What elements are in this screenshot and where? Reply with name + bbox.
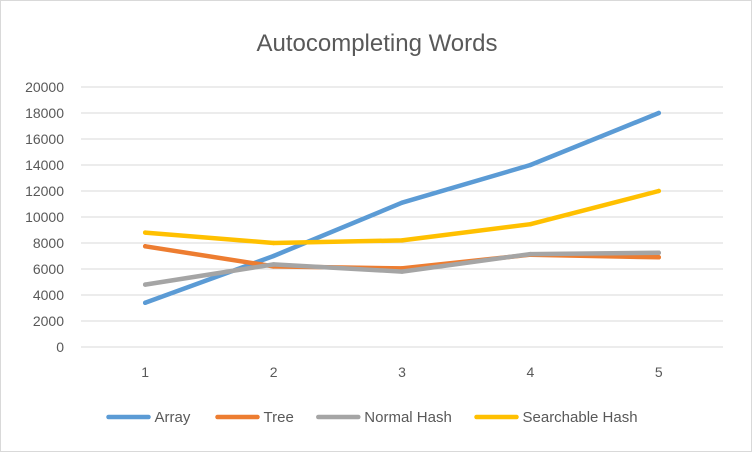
y-tick-label: 6000 — [33, 261, 64, 277]
data-point — [143, 230, 148, 235]
x-tick-label: 5 — [655, 364, 663, 380]
y-tick-label: 8000 — [33, 235, 64, 251]
legend-label: Normal Hash — [364, 409, 452, 426]
data-point — [143, 244, 148, 249]
y-axis: 0 2000 4000 6000 8000 10000 12000 14000 16000 180… — [25, 79, 64, 355]
data-point — [143, 300, 148, 305]
y-tick-label: 10000 — [25, 209, 64, 225]
data-point — [656, 255, 661, 260]
data-point — [656, 110, 661, 116]
series-line-tree — [142, 244, 662, 271]
data-point — [271, 262, 276, 267]
x-axis: 1 2 3 4 5 — [141, 364, 663, 380]
y-tick-label: 20000 — [25, 79, 64, 95]
data-point — [528, 221, 533, 227]
data-point — [528, 162, 533, 168]
data-point — [271, 253, 276, 259]
legend-label: Array — [155, 409, 191, 426]
legend: Array Tree Normal Hash Searchable Hash — [106, 409, 638, 426]
gridlines — [81, 86, 723, 348]
data-point — [399, 238, 405, 243]
data-point — [143, 282, 148, 287]
legend-item-normal-hash: Normal Hash — [316, 409, 452, 426]
chart-title: Autocompleting Words — [256, 30, 497, 57]
y-tick-label: 4000 — [33, 287, 64, 303]
x-tick-label: 2 — [270, 364, 278, 380]
y-tick-label: 14000 — [25, 157, 64, 173]
legend-item-array: Array — [106, 409, 191, 426]
legend-item-searchable-hash: Searchable Hash — [474, 409, 638, 426]
y-tick-label: 16000 — [25, 131, 64, 147]
legend-label: Searchable Hash — [523, 409, 638, 426]
y-tick-label: 18000 — [25, 105, 64, 121]
data-point — [528, 251, 533, 257]
legend-label: Tree — [264, 409, 294, 426]
data-point — [656, 250, 661, 255]
data-point — [399, 200, 405, 205]
data-point — [656, 188, 661, 194]
legend-item-tree: Tree — [215, 409, 294, 426]
x-tick-label: 4 — [527, 364, 535, 380]
data-point — [399, 269, 405, 274]
data-point — [271, 240, 276, 246]
y-tick-label: 12000 — [25, 183, 64, 199]
x-tick-label: 1 — [141, 364, 149, 380]
y-tick-label: 0 — [56, 339, 64, 355]
y-tick-label: 2000 — [33, 313, 64, 329]
x-tick-label: 3 — [398, 364, 406, 380]
series-lines — [142, 110, 662, 306]
